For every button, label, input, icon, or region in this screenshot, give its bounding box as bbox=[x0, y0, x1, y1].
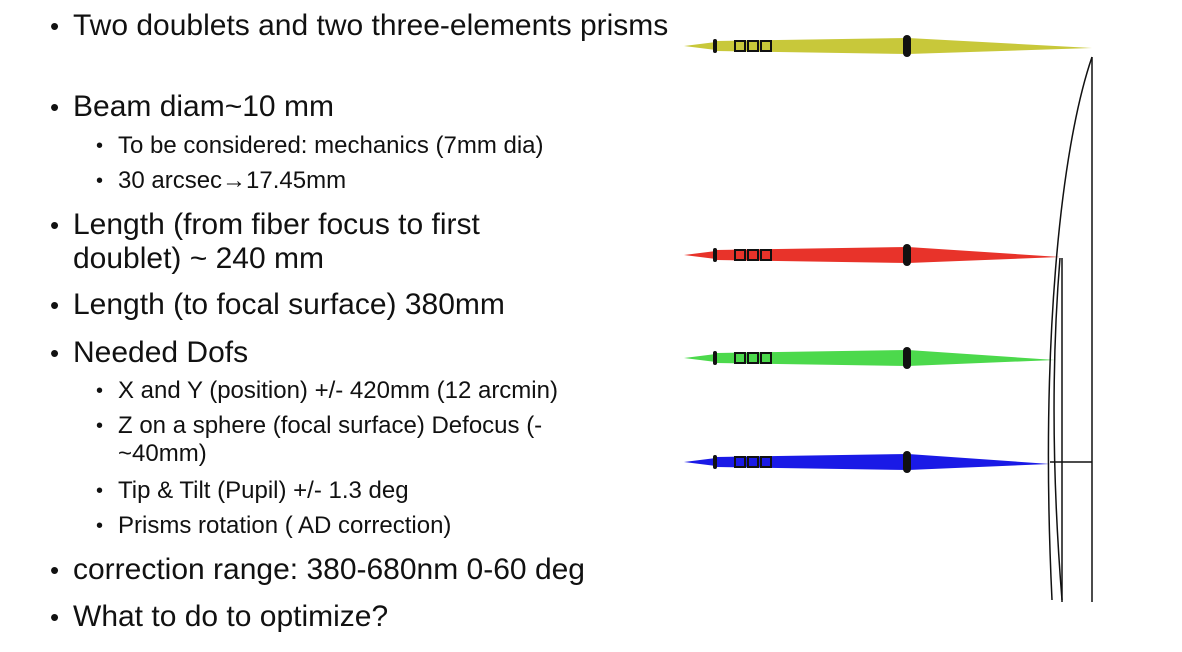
focal-surface-curve-inner bbox=[1053, 257, 1063, 601]
bullet-text: 30 arcsec→17.45mm bbox=[118, 167, 347, 194]
bullet-text: Beam diam~10 mm bbox=[73, 90, 334, 123]
beam-tip bbox=[684, 42, 716, 50]
bullet-text: Length (from fiber focus to first double… bbox=[73, 208, 480, 275]
bullet-item: • 30 arcsec→17.45mm bbox=[96, 167, 658, 195]
fiber-end-marker bbox=[713, 39, 717, 53]
beam-cone bbox=[716, 247, 1060, 263]
bullet-item: • correction range: 380-680nm 0-60 deg bbox=[50, 553, 673, 587]
bullet-dot: • bbox=[96, 515, 104, 537]
fiber-end-marker bbox=[713, 455, 717, 469]
prism-element bbox=[760, 249, 772, 261]
bullet-list: • Two doublets and two three-elements pr… bbox=[50, 9, 673, 634]
bullet-text: Tip & Tilt (Pupil) +/- 1.3 deg bbox=[118, 477, 409, 504]
prism-element bbox=[734, 249, 746, 261]
bullet-item: • What to do to optimize? bbox=[50, 600, 673, 634]
prism-element bbox=[734, 40, 746, 52]
bullet-text: Two doublets and two three-elements pris… bbox=[73, 9, 669, 42]
bullet-dot: • bbox=[50, 11, 60, 41]
beam-blue bbox=[684, 451, 1050, 473]
prism-element bbox=[760, 352, 772, 364]
bullet-dot: • bbox=[96, 380, 104, 402]
bullet-item: • Length (from fiber focus to first doub… bbox=[50, 208, 553, 276]
prism-element bbox=[747, 456, 759, 468]
bullet-dot: • bbox=[96, 415, 104, 437]
prism-element bbox=[747, 352, 759, 364]
beam-green bbox=[684, 347, 1055, 369]
bullet-dot: • bbox=[50, 290, 60, 320]
bullet-text: Prisms rotation ( AD correction) bbox=[118, 512, 452, 539]
fiber-end-marker bbox=[713, 248, 717, 262]
doublet-lens bbox=[903, 244, 911, 266]
bullet-dot: • bbox=[96, 170, 104, 192]
bullet-item: • Length (to focal surface) 380mm bbox=[50, 288, 673, 322]
fiber-end-marker bbox=[713, 351, 717, 365]
bullet-item: • Tip & Tilt (Pupil) +/- 1.3 deg bbox=[96, 477, 658, 505]
bullet-item: • Needed Dofs bbox=[50, 336, 673, 370]
beam-yellow bbox=[684, 35, 1092, 57]
beam-tip bbox=[684, 251, 716, 259]
bullet-text: Z on a sphere (focal surface) Defocus (-… bbox=[118, 412, 543, 467]
prism-element bbox=[760, 456, 772, 468]
beam-cone bbox=[716, 350, 1055, 366]
bullet-dot: • bbox=[50, 602, 60, 632]
bullet-dot: • bbox=[50, 555, 60, 585]
bullet-item: • Z on a sphere (focal surface) Defocus … bbox=[96, 412, 628, 468]
bullet-text: Needed Dofs bbox=[73, 336, 249, 369]
prism-element bbox=[760, 40, 772, 52]
bullet-dot: • bbox=[96, 480, 104, 502]
bullet-dot: • bbox=[50, 210, 60, 240]
beam-cone bbox=[716, 454, 1050, 470]
beam-red bbox=[684, 244, 1060, 266]
bullet-dot: • bbox=[96, 135, 104, 157]
bullet-text: Length (to focal surface) 380mm bbox=[73, 288, 505, 321]
bullet-text: To be considered: mechanics (7mm dia) bbox=[118, 132, 544, 159]
bullet-text: X and Y (position) +/- 420mm (12 arcmin) bbox=[118, 377, 558, 404]
prism-element bbox=[734, 352, 746, 364]
bullet-dot: • bbox=[50, 338, 60, 368]
bullet-item: • Prisms rotation ( AD correction) bbox=[96, 512, 658, 540]
prism-element bbox=[747, 249, 759, 261]
doublet-lens bbox=[903, 347, 911, 369]
bullet-text: What to do to optimize? bbox=[73, 600, 389, 633]
bullet-item: • Two doublets and two three-elements pr… bbox=[50, 9, 673, 43]
bullet-text: correction range: 380-680nm 0-60 deg bbox=[73, 553, 585, 586]
beam-tip bbox=[684, 458, 716, 466]
prism-element bbox=[734, 456, 746, 468]
bullet-item: • X and Y (position) +/- 420mm (12 arcmi… bbox=[96, 377, 658, 405]
doublet-lens bbox=[903, 35, 911, 57]
bullet-item: • To be considered: mechanics (7mm dia) bbox=[96, 132, 658, 160]
optical-layout-diagram bbox=[684, 35, 1093, 602]
bullet-item: • Beam diam~10 mm bbox=[50, 90, 673, 124]
prism-element bbox=[747, 40, 759, 52]
beam-tip bbox=[684, 354, 716, 362]
focal-surface-curve-outer bbox=[1047, 56, 1093, 601]
bullet-dot: • bbox=[50, 92, 60, 122]
doublet-lens bbox=[903, 451, 911, 473]
